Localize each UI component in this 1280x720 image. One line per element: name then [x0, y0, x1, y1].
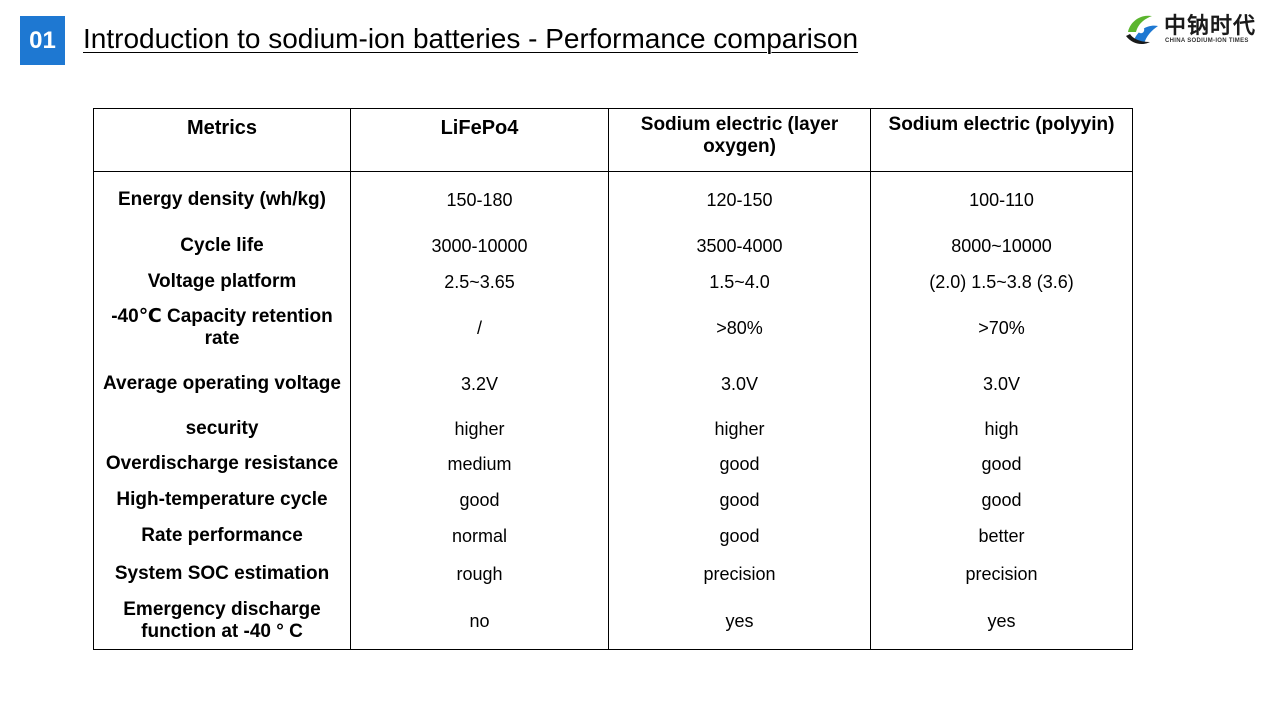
- table-row: Cycle life 3000-10000 3500-4000 8000~100…: [93, 227, 1133, 264]
- value-cell: 1.5~4.0: [608, 263, 871, 300]
- value-cell: precision: [608, 553, 871, 594]
- value-cell: (2.0) 1.5~3.8 (3.6): [870, 263, 1133, 300]
- metric-cell: -40℃ Capacity retention rate: [93, 299, 351, 356]
- value-cell: precision: [870, 553, 1133, 594]
- table-row: Overdischarge resistance medium good goo…: [93, 445, 1133, 482]
- value-cell: higher: [350, 411, 609, 446]
- metric-cell: Energy density (wh/kg): [93, 171, 351, 228]
- value-cell: 3.0V: [870, 355, 1133, 412]
- value-cell: normal: [350, 517, 609, 554]
- value-cell: rough: [350, 553, 609, 594]
- table-row: High-temperature cycle good good good: [93, 481, 1133, 518]
- metric-cell: System SOC estimation: [93, 553, 351, 594]
- metric-cell: High-temperature cycle: [93, 481, 351, 518]
- value-cell: 3.0V: [608, 355, 871, 412]
- value-cell: 120-150: [608, 171, 871, 228]
- value-cell: 3500-4000: [608, 227, 871, 264]
- value-cell: >70%: [870, 299, 1133, 356]
- value-cell: 3.2V: [350, 355, 609, 412]
- table-row: System SOC estimation rough precision pr…: [93, 553, 1133, 594]
- table-row: Average operating voltage 3.2V 3.0V 3.0V: [93, 355, 1133, 412]
- value-cell: 100-110: [870, 171, 1133, 228]
- page-title: Introduction to sodium-ion batteries - P…: [83, 23, 859, 54]
- value-cell: 2.5~3.65: [350, 263, 609, 300]
- metric-cell: Voltage platform: [93, 263, 351, 300]
- value-cell: yes: [870, 593, 1133, 650]
- logo-english-text: CHINA SODIUM-ION TIMES: [1165, 38, 1249, 44]
- value-cell: medium: [350, 445, 609, 482]
- value-cell: /: [350, 299, 609, 356]
- value-cell: 3000-10000: [350, 227, 609, 264]
- table-row: security higher higher high: [93, 411, 1133, 446]
- value-cell: good: [870, 445, 1133, 482]
- table-row: Rate performance normal good better: [93, 517, 1133, 554]
- value-cell: >80%: [608, 299, 871, 356]
- logo-mark-icon: [1126, 15, 1158, 44]
- value-cell: good: [870, 481, 1133, 518]
- table-row: Voltage platform 2.5~3.65 1.5~4.0 (2.0) …: [93, 263, 1133, 300]
- header-metrics: Metrics: [93, 108, 351, 172]
- metric-cell: Rate performance: [93, 517, 351, 554]
- value-cell: 150-180: [350, 171, 609, 228]
- value-cell: better: [870, 517, 1133, 554]
- metric-cell: security: [93, 411, 351, 446]
- table-row: Emergency discharge function at -40 ° C …: [93, 593, 1133, 650]
- value-cell: good: [608, 481, 871, 518]
- value-cell: no: [350, 593, 609, 650]
- value-cell: high: [870, 411, 1133, 446]
- value-cell: good: [608, 517, 871, 554]
- table-header-row: Metrics LiFePo4 Sodium electric (layer o…: [93, 108, 1133, 172]
- value-cell: good: [608, 445, 871, 482]
- company-logo: 中钠时代 CHINA SODIUM-ION TIMES: [1122, 8, 1272, 52]
- table-row: Energy density (wh/kg) 150-180 120-150 1…: [93, 171, 1133, 228]
- value-cell: yes: [608, 593, 871, 650]
- metric-cell: Average operating voltage: [93, 355, 351, 412]
- value-cell: 8000~10000: [870, 227, 1133, 264]
- section-number-badge: 01: [20, 16, 65, 65]
- metric-cell: Overdischarge resistance: [93, 445, 351, 482]
- header-sodium-layer-oxygen: Sodium electric (layer oxygen): [608, 108, 871, 172]
- metric-cell: Cycle life: [93, 227, 351, 264]
- performance-comparison-table: Metrics LiFePo4 Sodium electric (layer o…: [93, 108, 1133, 650]
- value-cell: good: [350, 481, 609, 518]
- metric-cell: Emergency discharge function at -40 ° C: [93, 593, 351, 650]
- header-sodium-polyyin: Sodium electric (polyyin): [870, 108, 1133, 172]
- table-row: -40℃ Capacity retention rate / >80% >70%: [93, 299, 1133, 356]
- logo-chinese-text: 中钠时代: [1164, 13, 1257, 39]
- header-lifepo4: LiFePo4: [350, 108, 609, 172]
- value-cell: higher: [608, 411, 871, 446]
